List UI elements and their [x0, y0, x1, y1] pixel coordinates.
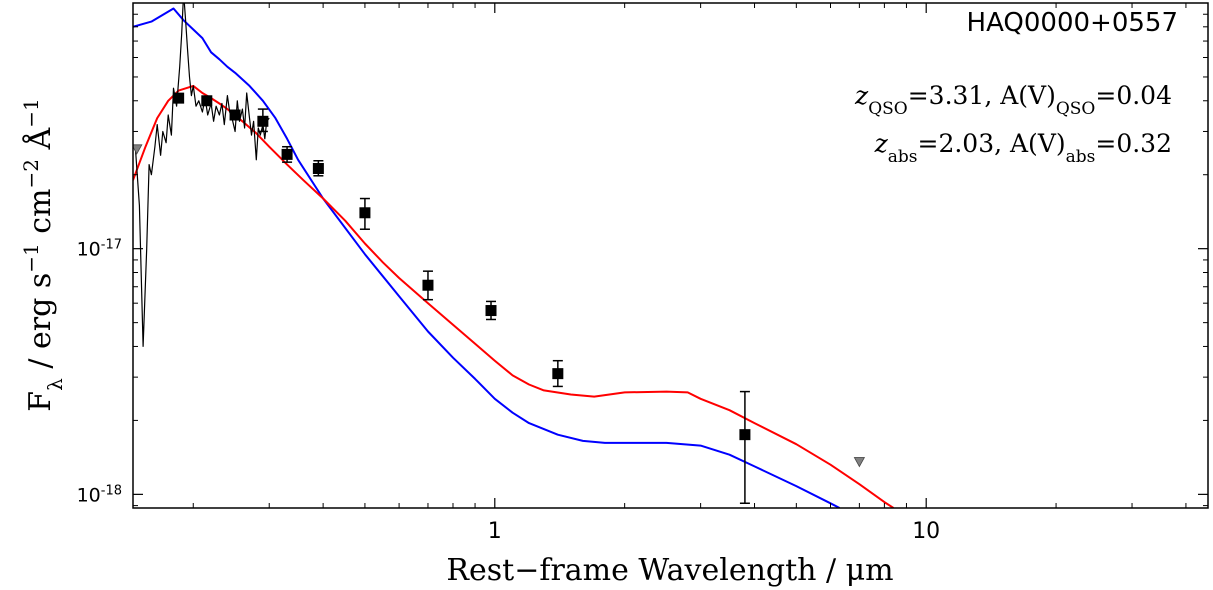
annot-abs-eq2: =0.32	[1095, 129, 1172, 158]
y-label-exp1: −1	[19, 243, 43, 272]
photometry-point	[173, 92, 185, 104]
y-label-lambda: λ	[43, 378, 67, 391]
photometry-point	[229, 109, 241, 121]
annotation-qso: zQSO=3.31, A(V)QSO=0.04	[854, 81, 1172, 119]
series-layer	[133, 3, 895, 508]
photometry-point	[201, 95, 213, 107]
y-tick-exp: -18	[101, 483, 122, 498]
model-line-1	[133, 84, 895, 508]
y-tick-exp: -17	[101, 237, 122, 252]
y-label-angstrom: Å	[22, 127, 58, 159]
annot-qso-sub2: QSO	[1056, 99, 1096, 119]
annot-qso-eq2: =0.04	[1095, 81, 1172, 110]
photometry-point	[739, 429, 751, 441]
photometry-point	[312, 163, 324, 175]
y-label-cm: cm	[23, 188, 58, 243]
y-label-exp2: −2	[19, 159, 43, 188]
spectrum-line-2	[135, 3, 270, 347]
annotation-abs: zabs=2.03, A(V)abs=0.32	[874, 129, 1172, 167]
error-bar	[739, 390, 750, 505]
y-tick-label: 10-17	[77, 237, 122, 260]
x-axis-label: Rest−frame Wavelength / μm	[446, 553, 893, 588]
upper-limit-marker	[853, 457, 866, 468]
y-label-f: F	[23, 391, 58, 412]
upper-limit-marker	[133, 144, 143, 155]
chart-title: HAQ0000+0557	[967, 8, 1178, 38]
y-axis-label: Fλ / erg s−1 cm−2 Å−1	[19, 98, 67, 411]
y-tick-label: 10-18	[77, 483, 122, 507]
photometry-point	[359, 207, 371, 219]
y-label-exp3: −1	[19, 98, 43, 127]
annot-abs-sub1: abs	[888, 147, 918, 167]
model-line-0	[133, 7, 841, 508]
x-tick-label: 1	[488, 519, 502, 544]
photometry-point	[485, 305, 497, 317]
photometry-point	[422, 279, 434, 291]
annot-abs-sub2: abs	[1066, 147, 1096, 167]
labels-layer: HAQ0000+0557 Rest−frame Wavelength / μm …	[19, 8, 1178, 588]
annot-qso-eq1: =3.31, A(V)	[908, 81, 1056, 110]
annot-qso-sub1: QSO	[868, 99, 908, 119]
annot-qso-z: z	[854, 81, 869, 110]
y-tick-base: 10	[77, 484, 101, 506]
plot-frame	[132, 2, 1209, 509]
y-label-erg: / erg s	[23, 273, 58, 378]
y-tick-base: 10	[77, 239, 101, 261]
annot-abs-z: z	[874, 129, 889, 158]
photometry-point	[281, 148, 293, 160]
x-tick-label: 10	[912, 519, 940, 544]
photometry-point	[257, 115, 269, 127]
annot-abs-eq1: =2.03, A(V)	[918, 129, 1066, 158]
photometry-point	[552, 368, 564, 380]
